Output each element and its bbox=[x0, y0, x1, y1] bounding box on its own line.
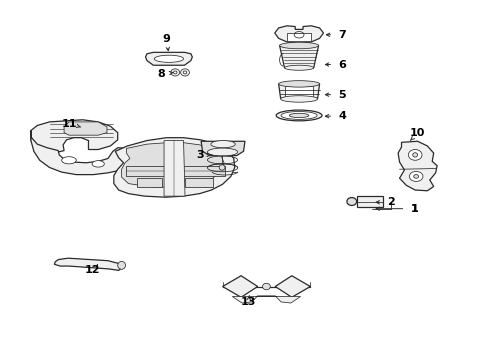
Polygon shape bbox=[278, 84, 319, 98]
Polygon shape bbox=[126, 166, 224, 176]
Ellipse shape bbox=[413, 175, 418, 178]
Text: 10: 10 bbox=[409, 129, 425, 138]
Polygon shape bbox=[275, 276, 310, 297]
Text: 11: 11 bbox=[62, 119, 78, 129]
Ellipse shape bbox=[281, 112, 317, 120]
Ellipse shape bbox=[219, 165, 224, 170]
Text: 4: 4 bbox=[337, 111, 345, 121]
Text: 9: 9 bbox=[162, 34, 170, 44]
Polygon shape bbox=[137, 178, 161, 187]
Ellipse shape bbox=[118, 261, 125, 269]
Ellipse shape bbox=[61, 157, 76, 164]
Polygon shape bbox=[232, 296, 300, 303]
Ellipse shape bbox=[183, 71, 186, 74]
Text: 13: 13 bbox=[240, 297, 256, 307]
Polygon shape bbox=[54, 258, 122, 270]
Ellipse shape bbox=[276, 110, 322, 121]
Ellipse shape bbox=[407, 149, 421, 160]
Text: 2: 2 bbox=[386, 197, 394, 207]
Ellipse shape bbox=[346, 198, 356, 206]
Ellipse shape bbox=[289, 113, 308, 118]
Ellipse shape bbox=[284, 65, 313, 70]
Polygon shape bbox=[279, 45, 318, 68]
Text: 6: 6 bbox=[337, 59, 345, 69]
Text: 8: 8 bbox=[158, 69, 165, 79]
Bar bbox=[286, 33, 311, 41]
Polygon shape bbox=[122, 143, 224, 187]
Ellipse shape bbox=[92, 161, 104, 167]
Ellipse shape bbox=[207, 148, 237, 156]
Polygon shape bbox=[31, 131, 137, 175]
Ellipse shape bbox=[262, 283, 270, 290]
Ellipse shape bbox=[412, 153, 417, 157]
Text: 1: 1 bbox=[409, 204, 417, 214]
Bar bbox=[285, 86, 312, 97]
Polygon shape bbox=[184, 178, 212, 187]
Polygon shape bbox=[163, 140, 184, 196]
Polygon shape bbox=[31, 120, 118, 152]
Ellipse shape bbox=[278, 81, 319, 87]
Ellipse shape bbox=[173, 71, 177, 74]
Polygon shape bbox=[145, 52, 192, 65]
Text: 7: 7 bbox=[338, 30, 345, 40]
Polygon shape bbox=[222, 276, 257, 297]
Text: 1: 1 bbox=[409, 204, 417, 214]
Ellipse shape bbox=[154, 55, 183, 62]
Polygon shape bbox=[114, 138, 234, 197]
Polygon shape bbox=[274, 26, 323, 46]
Polygon shape bbox=[64, 122, 107, 135]
Ellipse shape bbox=[170, 69, 179, 76]
Ellipse shape bbox=[279, 42, 318, 49]
Polygon shape bbox=[356, 196, 383, 207]
Polygon shape bbox=[201, 141, 244, 156]
Ellipse shape bbox=[180, 69, 189, 76]
Polygon shape bbox=[397, 141, 436, 191]
Text: 3: 3 bbox=[195, 150, 203, 160]
Text: 5: 5 bbox=[338, 90, 345, 100]
Ellipse shape bbox=[210, 140, 235, 148]
Ellipse shape bbox=[280, 96, 317, 102]
Ellipse shape bbox=[408, 171, 422, 181]
Text: 12: 12 bbox=[84, 265, 100, 275]
